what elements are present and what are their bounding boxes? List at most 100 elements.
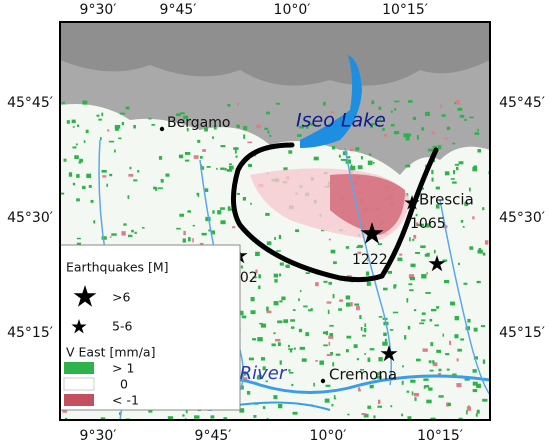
speckle — [228, 208, 234, 211]
speckle — [421, 274, 427, 279]
speckle — [183, 230, 186, 236]
speckle — [377, 405, 383, 408]
speckle — [415, 358, 421, 362]
speckle — [266, 306, 269, 312]
speckle — [256, 124, 262, 129]
speckle — [277, 342, 281, 347]
speckle — [333, 261, 337, 265]
speckle — [228, 165, 234, 170]
speckle — [277, 320, 283, 324]
speckle — [368, 153, 372, 156]
speckle — [290, 326, 295, 329]
speckle — [435, 204, 440, 209]
speckle — [148, 409, 153, 413]
speckle — [88, 184, 92, 188]
speckle — [182, 414, 185, 417]
speckle — [376, 375, 382, 379]
speckle — [480, 325, 486, 328]
speckle — [466, 406, 471, 411]
earthquake-year: 1222 — [352, 252, 388, 268]
speckle — [367, 259, 369, 262]
speckle — [220, 207, 225, 210]
speckle — [253, 415, 257, 418]
speckle — [83, 140, 86, 143]
speckle — [356, 246, 359, 249]
speckle — [76, 124, 80, 128]
speckle — [424, 385, 430, 388]
y-tick-label: 45°15′ — [7, 325, 53, 341]
speckle — [315, 282, 319, 287]
speckle — [108, 140, 115, 143]
speckle — [432, 360, 435, 364]
speckle — [193, 155, 199, 159]
speckle — [437, 372, 442, 376]
place-label: Cremona — [329, 366, 397, 384]
speckle — [447, 402, 451, 407]
speckle — [449, 340, 452, 345]
speckle — [238, 311, 244, 316]
speckle — [321, 229, 325, 232]
speckle — [357, 244, 363, 248]
speckle — [450, 178, 455, 180]
speckle — [463, 282, 468, 285]
speckle — [309, 123, 313, 126]
speckle — [472, 389, 478, 393]
speckle — [369, 348, 375, 351]
speckle — [278, 273, 282, 277]
speckle — [326, 301, 332, 304]
speckle — [367, 160, 373, 166]
speckle — [442, 259, 448, 262]
speckle — [324, 398, 330, 403]
speckle — [476, 409, 480, 414]
speckle — [184, 159, 190, 162]
speckle — [472, 369, 477, 373]
speckle — [345, 159, 352, 164]
speckle — [452, 170, 456, 175]
speckle — [473, 327, 478, 332]
speckle — [342, 151, 348, 156]
fault-line — [231, 142, 385, 283]
speckle — [399, 253, 403, 256]
speckle — [340, 158, 347, 161]
speckle — [327, 309, 330, 315]
speckle — [474, 132, 480, 135]
speckle — [452, 181, 457, 184]
speckle — [454, 315, 459, 321]
speckle — [408, 274, 415, 279]
speckle — [176, 113, 181, 117]
speckle — [476, 280, 481, 284]
speckle — [76, 174, 80, 178]
speckle — [199, 155, 203, 159]
legend-label: 5-6 — [112, 319, 132, 334]
x-tick-label: 10°0′ — [274, 2, 311, 18]
speckle — [370, 122, 377, 126]
speckle — [250, 296, 255, 302]
speckle — [390, 405, 393, 408]
speckle — [82, 100, 88, 105]
speckle — [371, 100, 375, 105]
speckle — [68, 172, 73, 177]
speckle — [240, 265, 243, 269]
speckle — [179, 112, 185, 115]
speckle — [243, 134, 246, 139]
speckle — [330, 352, 333, 356]
speckle — [467, 405, 470, 408]
speckle — [482, 359, 486, 364]
speckle — [402, 365, 404, 368]
speckle — [383, 287, 388, 291]
speckle — [281, 296, 286, 301]
speckle — [233, 147, 239, 150]
speckle — [220, 145, 226, 148]
speckle — [224, 167, 227, 171]
speckle — [392, 311, 399, 314]
speckle — [148, 117, 152, 120]
legend-label: >6 — [112, 290, 130, 305]
speckle — [418, 223, 424, 227]
speckle — [457, 262, 460, 265]
speckle — [200, 166, 205, 170]
speckle — [176, 227, 181, 230]
speckle — [401, 413, 404, 417]
speckle — [288, 348, 294, 350]
speckle — [432, 145, 438, 149]
speckle — [442, 333, 445, 337]
